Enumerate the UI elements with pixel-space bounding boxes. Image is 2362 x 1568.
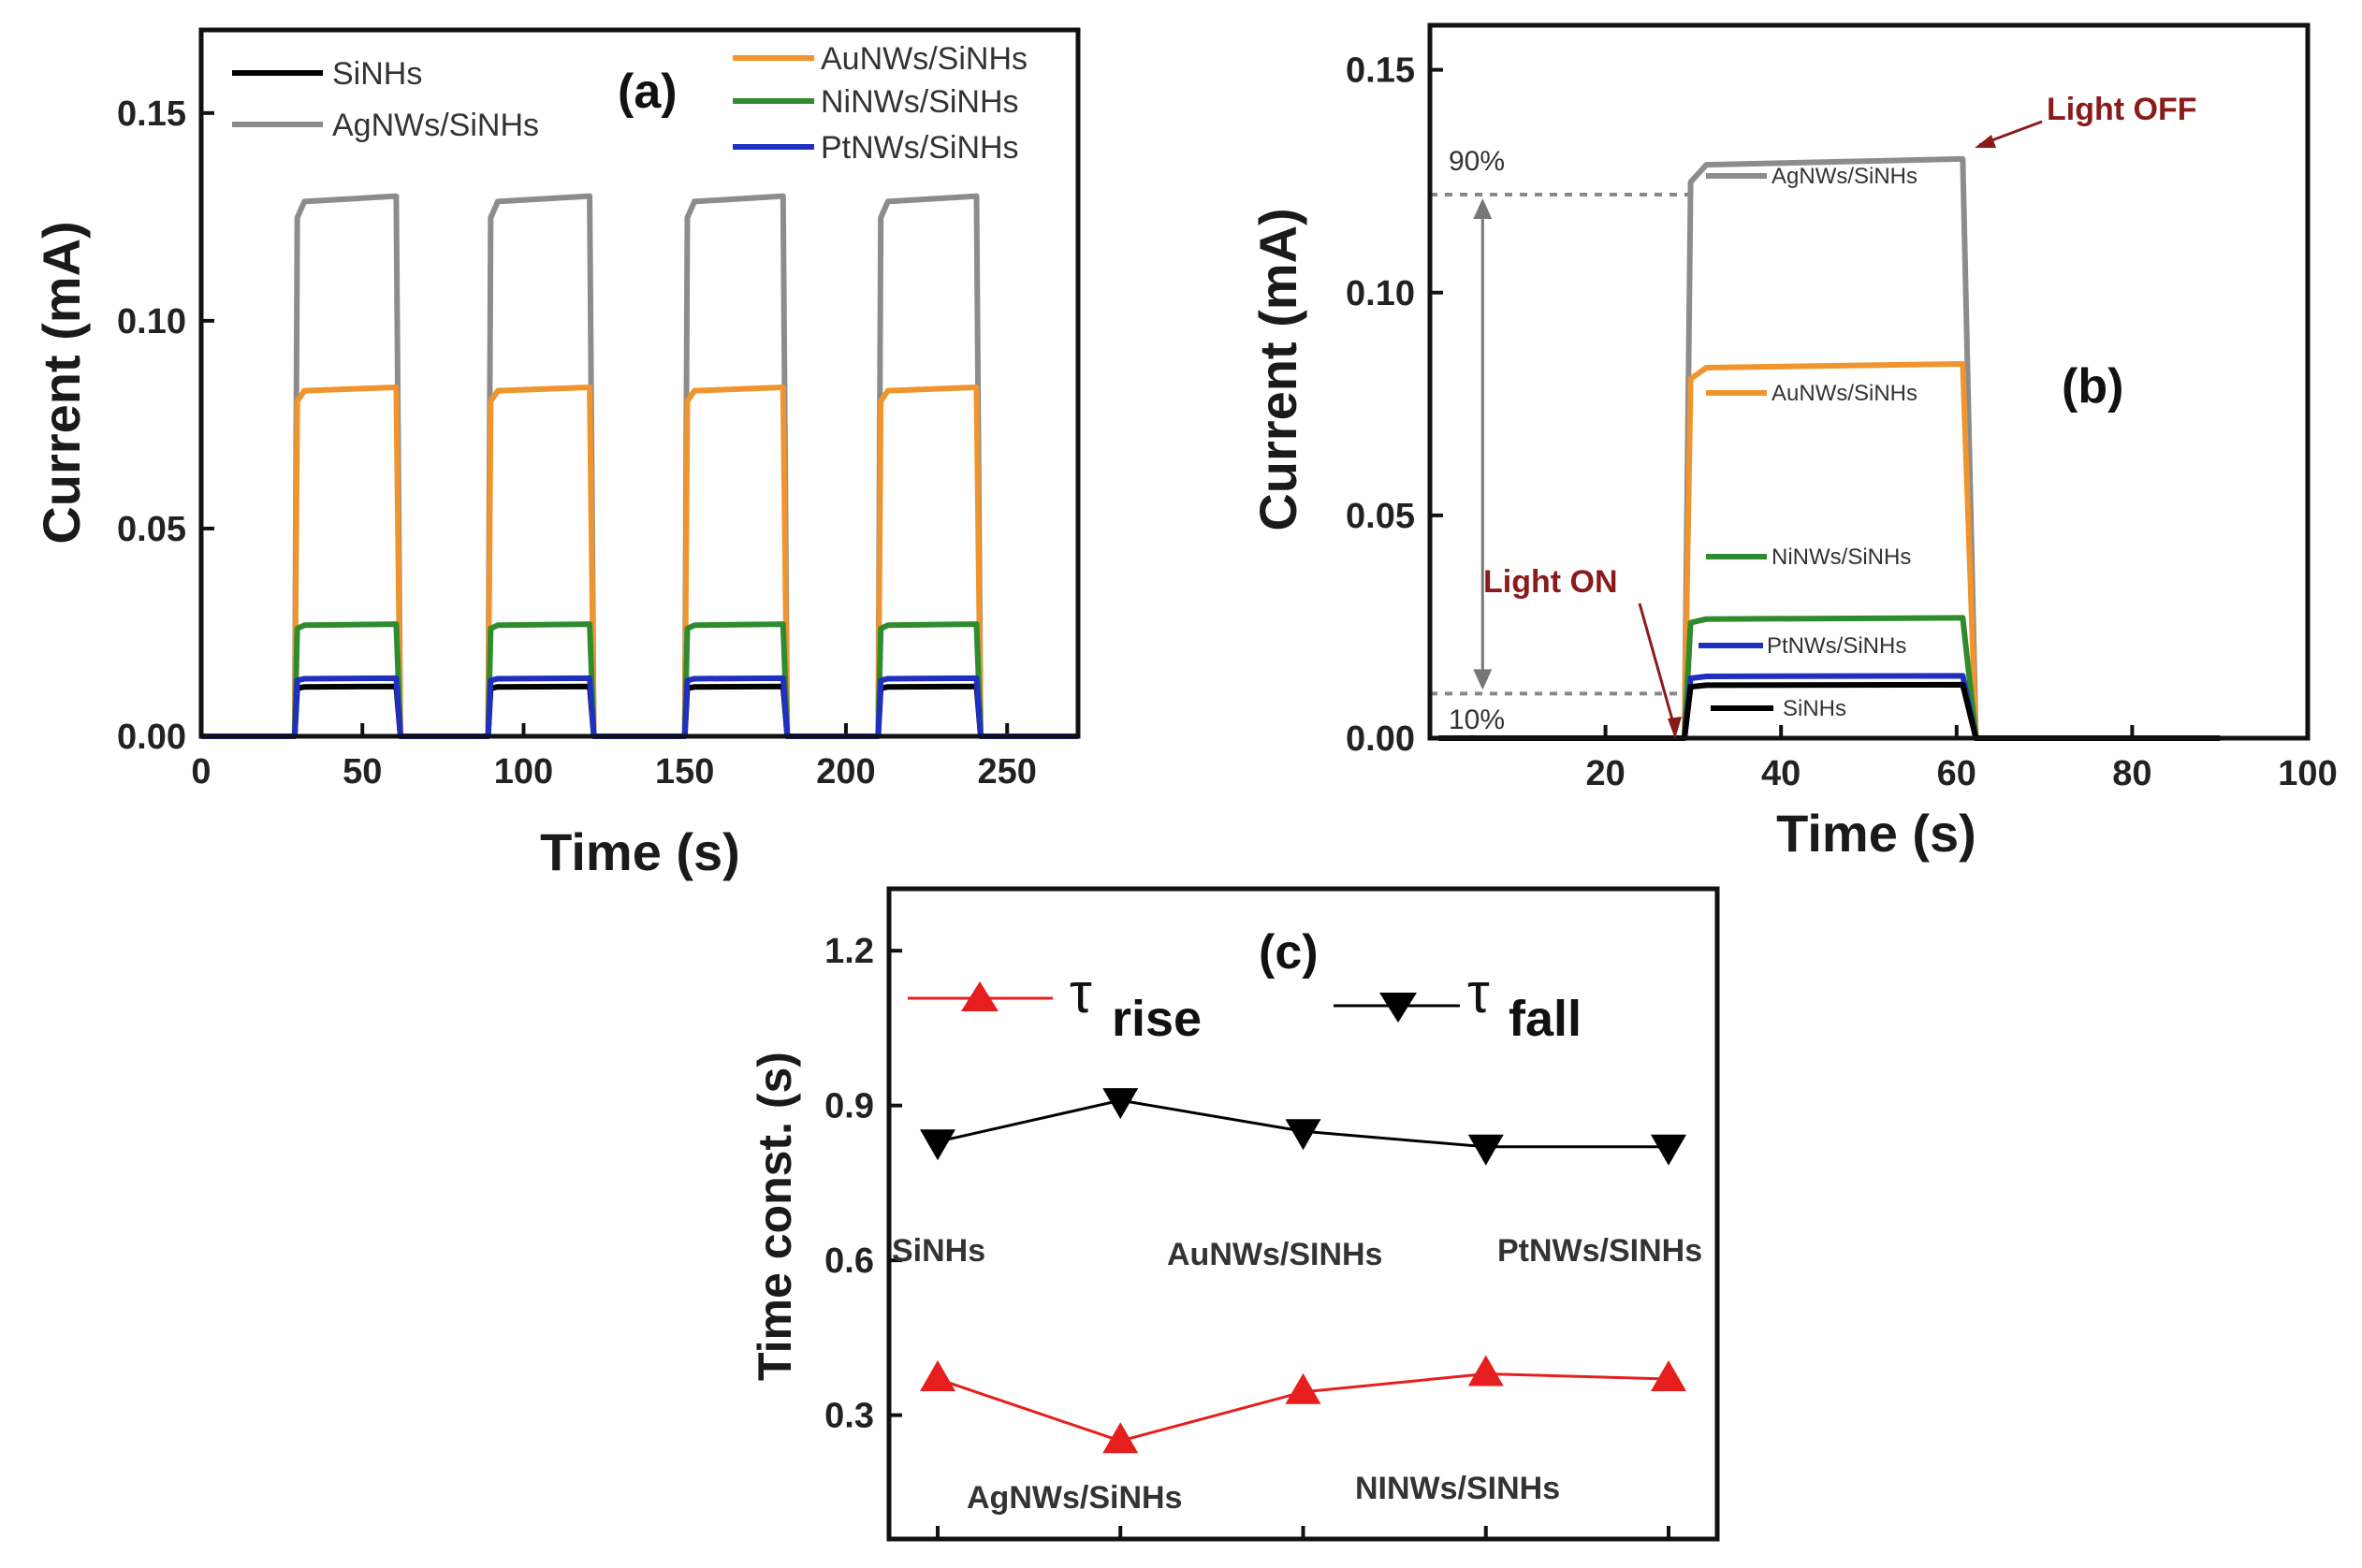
b-x-axis-title: Time (s) <box>1776 804 1976 863</box>
a-series <box>201 193 1078 739</box>
b-annotation-light-off: Light OFF <box>2047 92 2197 127</box>
b-y-tick-label: 0.10 <box>1346 274 1415 313</box>
b-x-tick-label: 40 <box>1761 754 1801 793</box>
a-x-tick-label: 200 <box>816 752 875 791</box>
a-legend-label-agnws: AgNWs/SiNHs <box>332 108 539 143</box>
b-label-ptnws: PtNWs/SiNHs <box>1767 633 1906 659</box>
b-x-tick-label: 80 <box>2112 754 2151 793</box>
a-x-tick-label: 150 <box>655 752 714 791</box>
b-x-tick-label: 20 <box>1585 754 1625 793</box>
a-y-tick-label: 0.05 <box>117 510 186 549</box>
c-y-tick-label: 1.2 <box>824 932 874 971</box>
a-panel-label: (a) <box>618 65 678 119</box>
b-y-tick-label: 0.15 <box>1346 51 1415 91</box>
c-legend-tau-fall: τ <box>1467 962 1490 1024</box>
c-y-tick-label: 0.9 <box>824 1087 874 1126</box>
c-marker-rise <box>1467 1355 1504 1387</box>
a-series-line-sinhs <box>201 683 1078 739</box>
c-marker-fall <box>1285 1119 1321 1151</box>
b-y-axis-title: Current (mA) <box>1248 208 1307 530</box>
c-marker-fall <box>920 1129 955 1161</box>
c-legend-tau-rise: τ <box>1070 962 1092 1024</box>
b-annotation-light-on: Light ON <box>1483 564 1618 600</box>
a-legend-label-sinhs: SiNHs <box>332 56 422 92</box>
b-label-agnws: AgNWs/SiNHs <box>1772 164 1917 189</box>
a-y-tick-label: 0.10 <box>117 302 186 341</box>
b-y-tick-label: 0.00 <box>1346 719 1415 759</box>
a-legend-label-ninws: NiNWs/SiNHs <box>821 84 1019 120</box>
b-arrowhead-light-off <box>1975 135 1996 148</box>
c-marker-rise <box>920 1360 955 1392</box>
a-x-ticks: 0 50 100 150 200 250 <box>191 723 1037 791</box>
panel-a: 0.00 0.05 0.10 0.15 0 50 100 150 200 250 Current… <box>32 27 1081 881</box>
a-y-tick-label: 0.15 <box>117 94 186 134</box>
c-legend-label-fall: fall <box>1509 991 1582 1047</box>
b-x-tick-label: 100 <box>2278 754 2337 793</box>
c-legend-marker-rise <box>961 981 999 1011</box>
c-y-axis-title: Time const. (s) <box>749 1052 801 1381</box>
a-x-axis-title: Time (s) <box>540 822 740 881</box>
c-y-tick-label: 0.6 <box>824 1241 874 1281</box>
c-category-label-ninws: NINWs/SINHs <box>1355 1471 1560 1506</box>
a-x-tick-label: 50 <box>343 752 382 791</box>
b-label-90: 90% <box>1449 146 1505 177</box>
a-plot-frame <box>198 27 1081 739</box>
c-legend-marker-fall <box>1379 993 1417 1023</box>
b-level-guides <box>1430 192 1699 696</box>
a-y-tick-label: 0.00 <box>117 718 186 757</box>
b-rise-arrow-head-top <box>1473 197 1493 219</box>
b-label-10: 10% <box>1449 704 1505 735</box>
c-series <box>920 1088 1686 1454</box>
b-rise-arrow-head-bottom <box>1473 669 1493 690</box>
a-legend-label-aunws: AuNWs/SiNHs <box>821 41 1028 77</box>
b-arrow-light-on <box>1638 603 1677 731</box>
b-arrowhead-light-on <box>1668 717 1682 739</box>
c-y-tick-label: 0.3 <box>824 1397 874 1436</box>
b-label-ninws: NiNWs/SiNHs <box>1772 544 1911 570</box>
b-x-ticks: 20 40 60 80 100 <box>1585 725 2338 793</box>
a-x-tick-label: 250 <box>978 752 1037 791</box>
a-series-line-agnws-sinhs <box>201 193 1078 739</box>
c-marker-rise <box>1651 1360 1686 1392</box>
b-plot-frame <box>1427 22 2311 741</box>
c-y-ticks: 0.3 0.6 0.9 1.2 <box>824 932 902 1436</box>
c-marker-fall <box>1102 1088 1139 1120</box>
a-x-tick-label: 0 <box>191 752 211 791</box>
a-x-tick-label: 100 <box>494 752 553 791</box>
c-panel-label: (c) <box>1259 925 1319 980</box>
c-marker-fall <box>1651 1134 1686 1166</box>
b-y-tick-label: 0.05 <box>1346 497 1415 536</box>
b-x-tick-label: 60 <box>1937 754 1976 793</box>
c-category-label-ptnws: PtNWs/SINHs <box>1497 1233 1702 1269</box>
a-y-axis-title: Current (mA) <box>32 221 91 544</box>
c-marker-rise <box>1102 1422 1139 1454</box>
c-category-label-agnws: AgNWs/SiNHs <box>967 1480 1182 1516</box>
c-marker-rise <box>1285 1372 1321 1404</box>
c-category-label-aunws: AuNWs/SINHs <box>1167 1237 1382 1272</box>
panel-b: 0.00 0.05 0.10 0.15 20 40 60 80 100 Current (mA… <box>1248 22 2338 863</box>
c-legend-label-rise: rise <box>1112 991 1202 1047</box>
c-category-label-sinhs: SiNHs <box>892 1233 985 1269</box>
c-marker-fall <box>1467 1134 1504 1166</box>
b-panel-label: (b) <box>2062 359 2123 414</box>
c-plot-frame <box>886 886 1720 1542</box>
b-y-ticks: 0.00 0.05 0.10 0.15 <box>1346 51 1443 759</box>
b-label-aunws: AuNWs/SiNHs <box>1772 381 1917 406</box>
a-y-ticks: 0.00 0.05 0.10 0.15 <box>117 94 214 757</box>
a-legend-label-ptnws: PtNWs/SiNHs <box>821 130 1019 166</box>
b-label-sinhs: SiNHs <box>1783 696 1846 721</box>
panel-c: 0.3 0.6 0.9 1.2 Time const. (s) (c) SiNHs A… <box>749 886 1720 1542</box>
